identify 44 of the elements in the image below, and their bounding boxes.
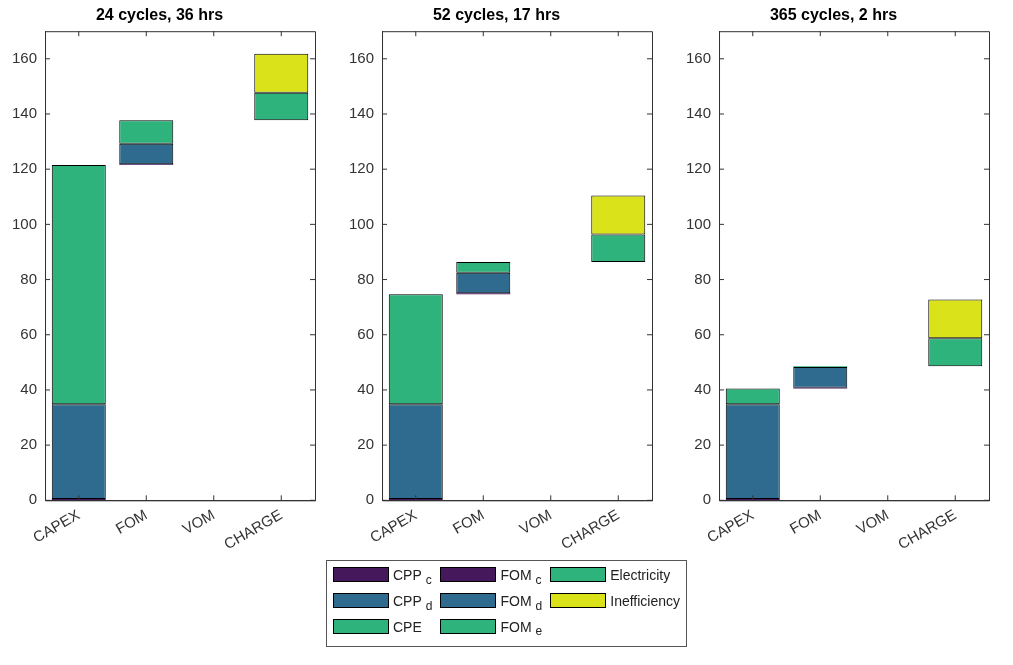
- y-tick-label: 100: [686, 214, 712, 232]
- chart-title: 24 cycles, 36 hrs: [95, 6, 224, 24]
- chart-title: 365 cycles, 2 hrs: [769, 6, 898, 24]
- y-tick-label: 0: [28, 490, 38, 508]
- y-tick-label: 60: [694, 324, 712, 342]
- y-tick-label: 120: [686, 159, 712, 177]
- y-tick-label: 0: [365, 490, 375, 508]
- legend-label: CPP$_{d}$: [392, 592, 433, 613]
- y-tick-label: 20: [357, 435, 375, 453]
- y-tick-label: 120: [12, 159, 38, 177]
- legend-label: FOM$_{d}$: [500, 592, 543, 613]
- x-tick-label: VOM: [179, 505, 218, 538]
- y-tick-label: 100: [12, 214, 38, 232]
- x-tick-label: FOM: [112, 505, 150, 537]
- y-tick-label: 140: [686, 104, 712, 122]
- y-tick-label: 40: [20, 380, 38, 398]
- y-tick-label: 160: [349, 48, 375, 66]
- chart-title: 52 cycles, 17 hrs: [432, 6, 561, 24]
- x-tick-label: FOM: [449, 505, 487, 537]
- y-tick-label: 140: [349, 104, 375, 122]
- x-tick-label: VOM: [853, 505, 892, 538]
- y-tick-label: 20: [20, 435, 38, 453]
- y-tick-label: 100: [349, 214, 375, 232]
- legend-label: Electricity: [610, 567, 671, 583]
- y-tick-label: 40: [694, 380, 712, 398]
- legend-label: CPE: [392, 618, 422, 635]
- x-tick-label: VOM: [516, 505, 555, 538]
- y-tick-label: 140: [12, 104, 38, 122]
- y-tick-label: 60: [357, 324, 375, 342]
- y-tick-label: 160: [686, 48, 712, 66]
- y-tick-label: 20: [694, 435, 712, 453]
- y-tick-label: 160: [12, 48, 38, 66]
- legend-label: Inefficiency: [610, 592, 681, 609]
- y-tick-label: 40: [357, 380, 375, 398]
- legend-label: FOM$_{c}$: [500, 567, 542, 587]
- x-tick-label: FOM: [786, 505, 824, 537]
- y-tick-label: 0: [702, 490, 712, 508]
- y-tick-label: 80: [357, 269, 375, 287]
- y-tick-label: 80: [20, 269, 38, 287]
- legend-label: FOM$_{e}$: [500, 618, 543, 639]
- y-tick-label: 120: [349, 159, 375, 177]
- legend-label: CPP$_{c}$: [392, 567, 432, 587]
- y-tick-label: 80: [694, 269, 712, 287]
- y-tick-label: 60: [20, 324, 38, 342]
